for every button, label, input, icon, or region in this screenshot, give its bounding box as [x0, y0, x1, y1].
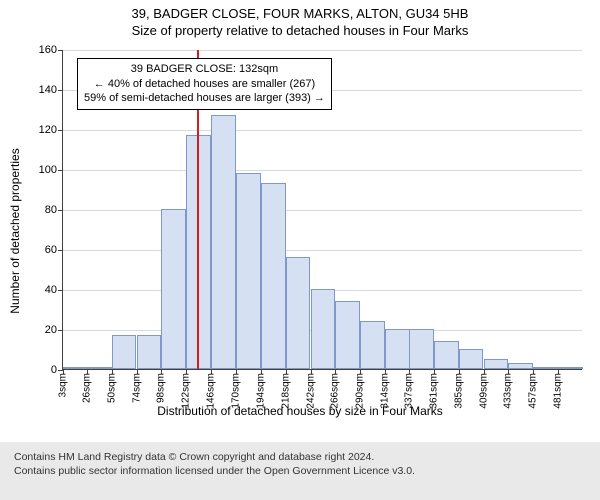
- y-tick-mark: [58, 130, 63, 131]
- histogram-bar: [112, 335, 137, 369]
- footer-line-1: Contains HM Land Registry data © Crown c…: [14, 450, 586, 464]
- histogram-bar: [63, 367, 88, 369]
- y-tick-mark: [58, 210, 63, 211]
- gridline-h: [63, 210, 582, 211]
- x-tick-label: 50sqm: [106, 373, 117, 403]
- histogram-bar: [286, 257, 311, 369]
- histogram-bar: [87, 367, 112, 369]
- histogram-bar: [558, 367, 583, 369]
- histogram-bar: [484, 359, 509, 369]
- annotation-box: 39 BADGER CLOSE: 132sqm ← 40% of detache…: [77, 58, 332, 111]
- y-tick-mark: [58, 250, 63, 251]
- gridline-h: [63, 250, 582, 251]
- gridline-h: [63, 50, 582, 51]
- histogram-bar: [137, 335, 162, 369]
- x-tick-label: 26sqm: [81, 373, 92, 403]
- histogram-bar: [533, 367, 558, 369]
- y-tick-mark: [58, 330, 63, 331]
- page-root: 39, BADGER CLOSE, FOUR MARKS, ALTON, GU3…: [0, 0, 600, 500]
- histogram-bar: [385, 329, 410, 369]
- footer-line-2: Contains public sector information licen…: [14, 464, 586, 478]
- y-tick-mark: [58, 290, 63, 291]
- histogram-bar: [261, 183, 286, 369]
- histogram-bar: [360, 321, 385, 369]
- histogram-bar: [459, 349, 484, 369]
- plot-region: 0204060801001201401603sqm26sqm50sqm74sqm…: [62, 50, 582, 370]
- chart-area: Number of detached properties 0204060801…: [0, 42, 600, 420]
- x-axis-caption: Distribution of detached houses by size …: [0, 404, 600, 418]
- histogram-bar: [211, 115, 236, 369]
- gridline-h: [63, 170, 582, 171]
- histogram-bar: [508, 363, 533, 369]
- x-tick-label: 98sqm: [156, 373, 167, 403]
- title-block: 39, BADGER CLOSE, FOUR MARKS, ALTON, GU3…: [0, 0, 600, 42]
- footer-block: Contains HM Land Registry data © Crown c…: [0, 442, 600, 500]
- y-tick-mark: [58, 90, 63, 91]
- histogram-bar: [434, 341, 459, 369]
- title-subtitle: Size of property relative to detached ho…: [0, 23, 600, 40]
- x-tick-label: 3sqm: [58, 373, 69, 397]
- histogram-bar: [186, 135, 211, 369]
- y-tick-mark: [58, 50, 63, 51]
- histogram-bar: [335, 301, 360, 369]
- histogram-bar: [311, 289, 336, 369]
- gridline-h: [63, 130, 582, 131]
- histogram-bar: [236, 173, 261, 369]
- annotation-line-2: ← 40% of detached houses are smaller (26…: [84, 77, 325, 92]
- annotation-line-1: 39 BADGER CLOSE: 132sqm: [84, 62, 325, 77]
- title-address: 39, BADGER CLOSE, FOUR MARKS, ALTON, GU3…: [0, 6, 600, 23]
- histogram-bar: [161, 209, 186, 369]
- y-axis-label: Number of detached properties: [8, 148, 22, 313]
- y-tick-mark: [58, 170, 63, 171]
- x-tick-label: 74sqm: [131, 373, 142, 403]
- annotation-line-3: 59% of semi-detached houses are larger (…: [84, 91, 325, 106]
- histogram-bar: [409, 329, 434, 369]
